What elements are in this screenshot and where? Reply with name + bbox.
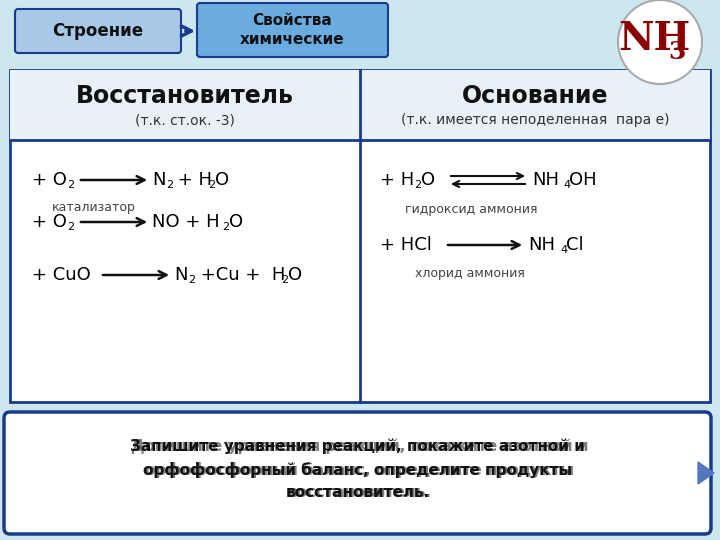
- Text: гидроксид аммония: гидроксид аммония: [405, 204, 538, 217]
- Text: хлорид аммония: хлорид аммония: [415, 267, 525, 280]
- Text: O: O: [421, 171, 435, 189]
- Text: NH: NH: [618, 20, 690, 58]
- Text: Основание: Основание: [462, 84, 608, 108]
- Text: 2: 2: [188, 275, 195, 285]
- Text: 2: 2: [222, 222, 229, 232]
- Text: + H: + H: [172, 171, 212, 189]
- Text: Запишите уравнения реакций, покажите азотной и
орфофосфорный баланс, определите : Запишите уравнения реакций, покажите азо…: [130, 438, 585, 500]
- FancyBboxPatch shape: [4, 412, 711, 534]
- Text: 2: 2: [208, 180, 215, 190]
- Text: 2: 2: [67, 222, 74, 232]
- Text: (т.к. имеется неподеленная  пара е): (т.к. имеется неподеленная пара е): [401, 113, 670, 127]
- Text: O: O: [215, 171, 229, 189]
- Text: + O: + O: [32, 171, 67, 189]
- Text: 4: 4: [560, 245, 567, 255]
- Text: NO + H: NO + H: [152, 213, 220, 231]
- Text: 2: 2: [67, 180, 74, 190]
- Text: 4: 4: [563, 180, 570, 190]
- Text: OH: OH: [569, 171, 597, 189]
- Text: + O: + O: [32, 213, 67, 231]
- FancyBboxPatch shape: [360, 70, 710, 140]
- Polygon shape: [698, 462, 714, 484]
- FancyBboxPatch shape: [10, 70, 360, 140]
- Text: Допишите уравнения реакций, покажите азотной и
орфофосфорный баланс, определите : Допишите уравнения реакций, покажите азо…: [131, 438, 588, 500]
- Text: +Cu +  H: +Cu + H: [195, 266, 285, 284]
- Text: Строение: Строение: [53, 22, 143, 40]
- FancyBboxPatch shape: [10, 70, 710, 402]
- Text: NH: NH: [528, 236, 555, 254]
- Text: N: N: [174, 266, 187, 284]
- Text: + HCl: + HCl: [380, 236, 432, 254]
- Circle shape: [618, 0, 702, 84]
- Text: 2: 2: [281, 275, 288, 285]
- Text: NH: NH: [532, 171, 559, 189]
- Text: 2: 2: [414, 180, 421, 190]
- Text: + CuO: + CuO: [32, 266, 91, 284]
- Text: + H: + H: [380, 171, 414, 189]
- Text: катализатор: катализатор: [52, 201, 136, 214]
- Text: N: N: [152, 171, 166, 189]
- Text: Восстановитель: Восстановитель: [76, 84, 294, 108]
- Text: Cl: Cl: [566, 236, 584, 254]
- FancyBboxPatch shape: [197, 3, 388, 57]
- Text: 2: 2: [166, 180, 173, 190]
- Text: 3: 3: [668, 40, 685, 64]
- Text: O: O: [288, 266, 302, 284]
- Text: Свойства
химические: Свойства химические: [240, 13, 345, 47]
- Text: (т.к. ст.ок. -3): (т.к. ст.ок. -3): [135, 113, 235, 127]
- Text: O: O: [229, 213, 243, 231]
- FancyBboxPatch shape: [15, 9, 181, 53]
